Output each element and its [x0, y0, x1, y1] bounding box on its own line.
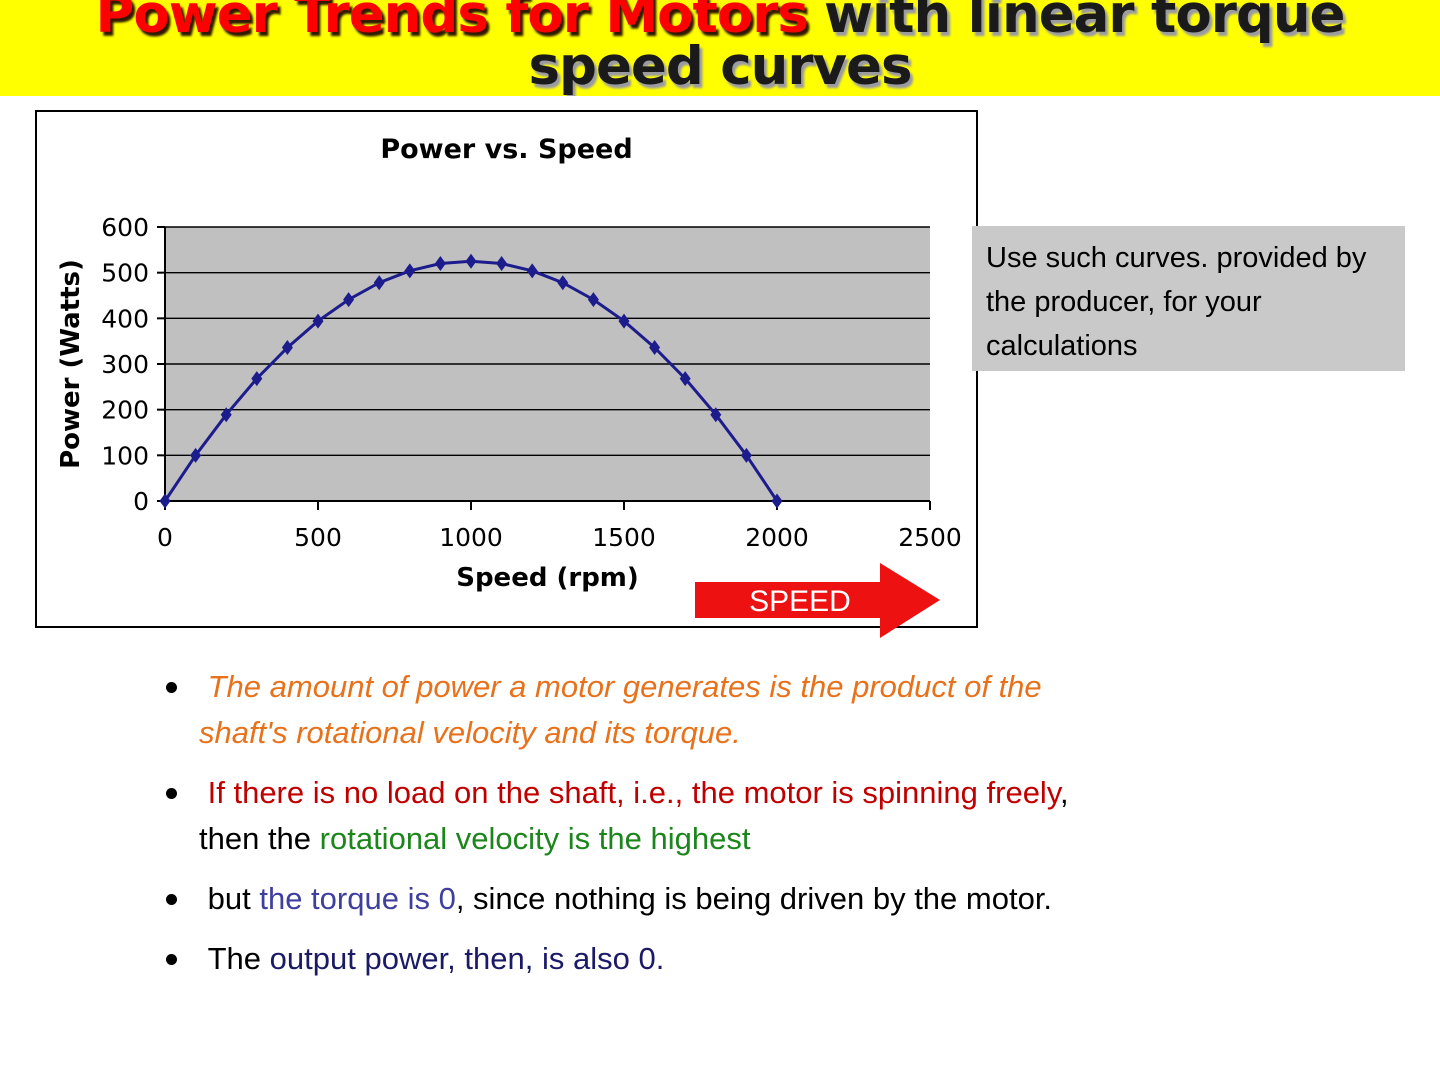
bullet-text-segment: rotational velocity is the highest: [319, 821, 751, 856]
y-tick-label: 600: [101, 213, 149, 242]
data-marker: [404, 263, 416, 279]
bullet-text-segment: , since nothing is being driven by the m…: [455, 881, 1053, 916]
bullet-text-segment: but: [199, 881, 260, 916]
data-marker: [557, 275, 569, 291]
bullet-text-segment: output power, then, is also 0.: [269, 941, 665, 976]
bullet-text-segment: the torque is 0: [259, 881, 456, 916]
y-tick-label: 500: [101, 259, 149, 288]
data-marker: [740, 447, 752, 463]
power-vs-speed-chart: 0 100 200 300 400 500 600 0 500 1000 1500 2000 2500 S…: [56, 213, 962, 593]
title-red-text: Power Trends for Motors: [95, 0, 809, 45]
data-marker: [159, 493, 171, 509]
bullet-text-segment: shaft's rotational velocity and its torq…: [199, 715, 741, 750]
y-tick-label: 300: [101, 350, 149, 379]
bullet-item: If there is no load on the shaft, i.e., …: [166, 770, 1321, 862]
data-marker: [281, 340, 293, 356]
x-tick-label: 500: [294, 523, 342, 552]
data-marker: [251, 371, 263, 387]
bullet-text-segment: The amount of power a motor generates is…: [199, 669, 1042, 704]
y-tick-label: 400: [101, 304, 149, 333]
data-marker: [618, 313, 630, 329]
bullet-text-segment: The: [199, 941, 270, 976]
bullet-item: The output power, then, is also 0.: [166, 936, 1321, 982]
y-tick-label: 0: [133, 487, 149, 516]
slide-title-line1: Power Trends for Motors with linear torq…: [0, 0, 1440, 41]
slide-title-line2: speed curves: [0, 36, 1440, 96]
x-tick-label: 1000: [439, 523, 503, 552]
x-tick-label: 2000: [745, 523, 809, 552]
data-marker: [465, 253, 477, 269]
bullet-item: but the torque is 0, since nothing is be…: [166, 876, 1321, 922]
bullet-item: The amount of power a motor generates is…: [166, 664, 1321, 756]
bullet-dot-icon: [166, 682, 177, 693]
data-marker: [649, 340, 661, 356]
bullet-text: but the torque is 0, since nothing is be…: [199, 876, 1052, 922]
bullet-text: If there is no load on the shaft, i.e., …: [199, 770, 1069, 862]
bullet-dot-icon: [166, 894, 177, 905]
data-marker: [496, 256, 508, 272]
title-dark-text-1: with linear torque: [823, 0, 1346, 45]
x-tick-label: 1500: [592, 523, 656, 552]
speed-arrow-label: SPEED: [749, 585, 851, 618]
chart-title: Power vs. Speed: [380, 134, 633, 165]
x-tick-label: 0: [157, 523, 173, 552]
bullet-text-segment: If there is no load on the shaft, i.e., …: [199, 775, 1061, 810]
data-marker: [220, 407, 232, 423]
bullet-dot-icon: [166, 788, 177, 799]
data-marker: [190, 447, 202, 463]
data-marker: [343, 292, 355, 308]
bullet-text: The output power, then, is also 0.: [199, 936, 665, 982]
y-tick-label: 100: [101, 441, 149, 470]
data-marker: [526, 263, 538, 279]
bullet-list: The amount of power a motor generates is…: [166, 664, 1321, 996]
data-marker: [373, 275, 385, 291]
data-marker: [312, 313, 324, 329]
title-dark-text-2: speed curves: [528, 36, 912, 96]
speed-arrow: SPEED: [695, 563, 940, 638]
data-marker: [679, 371, 691, 387]
title-banner: Power Trends for Motors with linear torq…: [0, 0, 1440, 96]
chart-frame: Power vs. Speed 0 100 200 300 400 500 600 0 500 1…: [35, 110, 978, 628]
data-marker: [587, 292, 599, 308]
y-tick-label: 200: [101, 396, 149, 425]
callout-box: Use such curves. provided by the produce…: [972, 226, 1405, 371]
x-tick-label: 2500: [898, 523, 962, 552]
bullet-text-segment: then the: [199, 821, 320, 856]
data-marker: [434, 256, 446, 272]
x-axis-title: Speed (rpm): [456, 563, 639, 593]
bullet-text: The amount of power a motor generates is…: [199, 664, 1042, 756]
speed-arrow-shape: [695, 563, 940, 638]
data-marker: [710, 407, 722, 423]
bullet-text-segment: ,: [1060, 775, 1069, 810]
y-axis-title: Power (Watts): [56, 259, 86, 469]
data-marker: [771, 493, 783, 509]
bullet-dot-icon: [166, 954, 177, 965]
